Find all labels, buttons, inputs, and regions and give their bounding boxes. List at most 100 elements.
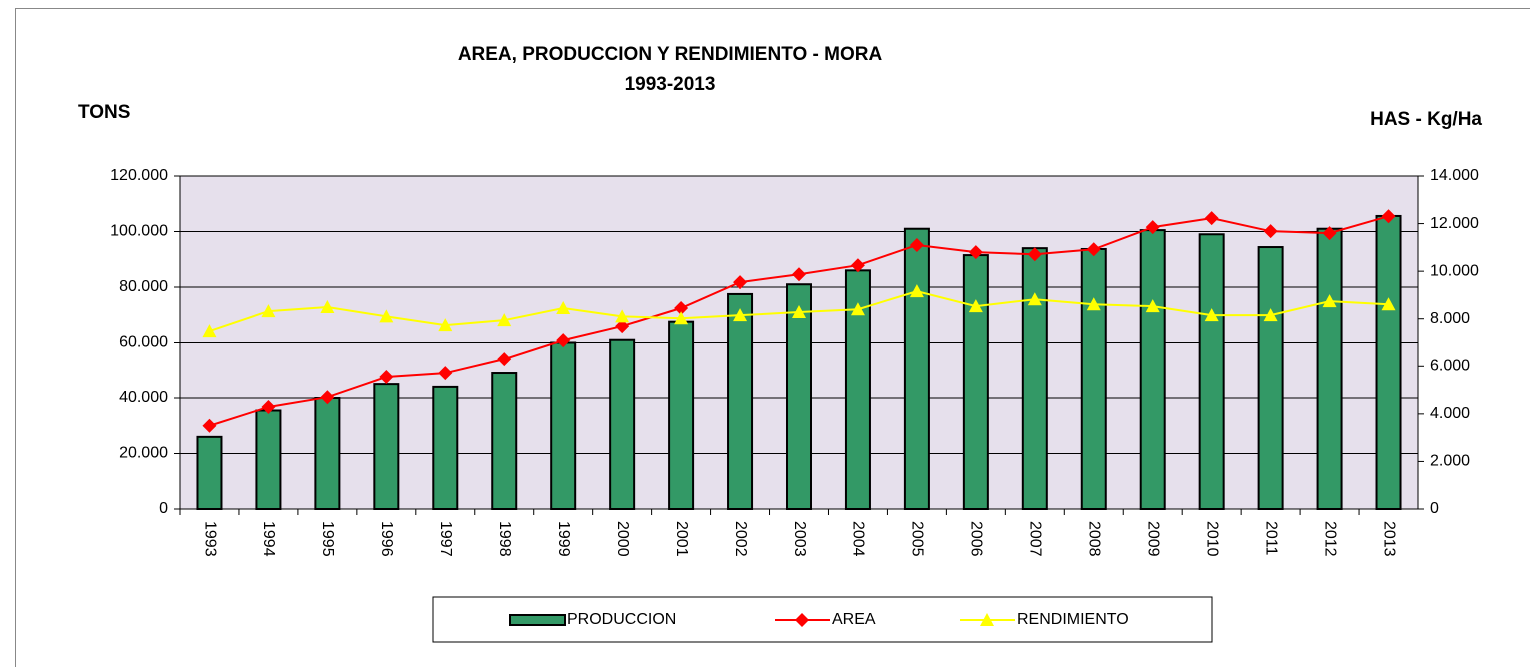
y-tick-label: 20.000 (119, 445, 168, 462)
x-tick-label: 2012 (1321, 521, 1338, 557)
marker (909, 237, 924, 252)
x-tick-label: 2002 (732, 521, 749, 557)
marker (968, 245, 983, 260)
marker (909, 284, 924, 298)
x-tick-label: 2010 (1203, 521, 1220, 557)
chart-subtitle: 1993-2013 (625, 74, 716, 95)
bar (196, 435, 223, 511)
bar (786, 283, 812, 510)
marker (261, 399, 276, 414)
bar (1198, 233, 1225, 510)
marker (556, 301, 571, 315)
marker (792, 267, 806, 282)
marker (1086, 242, 1101, 257)
x-tick-label: 2011 (1262, 521, 1279, 556)
bar (609, 338, 636, 510)
bar (1257, 246, 1284, 510)
marker (556, 333, 571, 348)
chart-title: AREA, PRODUCCION Y RENDIMIENTO - MORA (458, 44, 883, 65)
marker (497, 352, 512, 367)
marker (1263, 308, 1278, 322)
bar (727, 292, 754, 510)
marker (674, 311, 689, 325)
marker (1145, 299, 1160, 313)
marker (320, 300, 335, 314)
marker (1381, 297, 1396, 311)
y-tick-label: 120.000 (110, 167, 168, 184)
marker (733, 275, 748, 290)
bar (314, 397, 341, 510)
y-tick-label: 100.000 (110, 223, 168, 240)
marker (1263, 224, 1278, 239)
marker (615, 309, 630, 323)
y-tick-label: 60.000 (119, 334, 168, 351)
marker (850, 302, 865, 316)
marker (792, 305, 806, 319)
marker (379, 369, 394, 384)
x-tick-label: 2009 (1144, 521, 1161, 557)
bar (1080, 247, 1107, 510)
marker (497, 313, 512, 327)
y2-tick-label: 4.000 (1430, 405, 1470, 422)
marker (850, 258, 865, 273)
marker (968, 299, 983, 313)
legend-label: RENDIMIENTO (1017, 611, 1129, 628)
marker (1027, 247, 1042, 262)
bar (550, 341, 577, 510)
marker (438, 366, 453, 381)
y-tick-label: 80.000 (119, 278, 168, 295)
y-tick-label: 40.000 (119, 389, 168, 406)
y2-tick-label: 6.000 (1430, 358, 1470, 375)
marker (379, 309, 394, 323)
y2-tick-label: 8.000 (1430, 310, 1470, 327)
x-tick-label: 2005 (909, 521, 926, 557)
x-tick-label: 2006 (968, 521, 985, 557)
marker (1381, 209, 1396, 224)
bar (1316, 227, 1343, 510)
marker (1204, 308, 1219, 322)
bar (668, 320, 695, 510)
marker (438, 318, 453, 332)
x-tick-label: 2008 (1086, 521, 1103, 557)
y2-tick-label: 12.000 (1430, 215, 1479, 232)
legend-swatch (509, 614, 566, 626)
marker (1204, 211, 1219, 226)
bar (255, 409, 282, 510)
x-tick-label: 1997 (437, 521, 454, 557)
marker (733, 308, 748, 322)
x-tick-label: 1995 (319, 521, 336, 557)
legend-label: PRODUCCION (567, 611, 676, 628)
y2-tick-label: 2.000 (1430, 453, 1470, 470)
bar (1021, 247, 1048, 510)
marker (1322, 294, 1337, 308)
marker (615, 319, 630, 334)
marker (1322, 226, 1337, 241)
bar (903, 227, 930, 510)
bar (432, 385, 459, 510)
x-tick-label: 1993 (201, 521, 218, 557)
marker (320, 390, 335, 405)
marker (1145, 220, 1160, 235)
bar (1375, 214, 1402, 511)
bar (373, 383, 400, 510)
x-tick-label: 2007 (1027, 521, 1044, 557)
y-tick-label: 0 (159, 500, 168, 517)
marker (202, 418, 217, 433)
x-tick-label: 1996 (378, 521, 395, 557)
x-tick-label: 2001 (673, 521, 690, 557)
y2-tick-label: 14.000 (1430, 167, 1479, 184)
y-axis-label: TONS (78, 102, 130, 123)
x-tick-label: 2003 (791, 521, 808, 557)
x-tick-label: 1998 (496, 521, 513, 557)
bar (962, 254, 989, 510)
x-tick-label: 2000 (614, 521, 631, 557)
y2-tick-label: 0 (1430, 500, 1439, 517)
x-tick-label: 1999 (555, 521, 572, 557)
y2-axis-label: HAS - Kg/Ha (1370, 109, 1482, 130)
marker (980, 613, 994, 626)
marker (1086, 297, 1101, 311)
marker (795, 613, 809, 627)
x-tick-label: 1994 (260, 521, 277, 557)
